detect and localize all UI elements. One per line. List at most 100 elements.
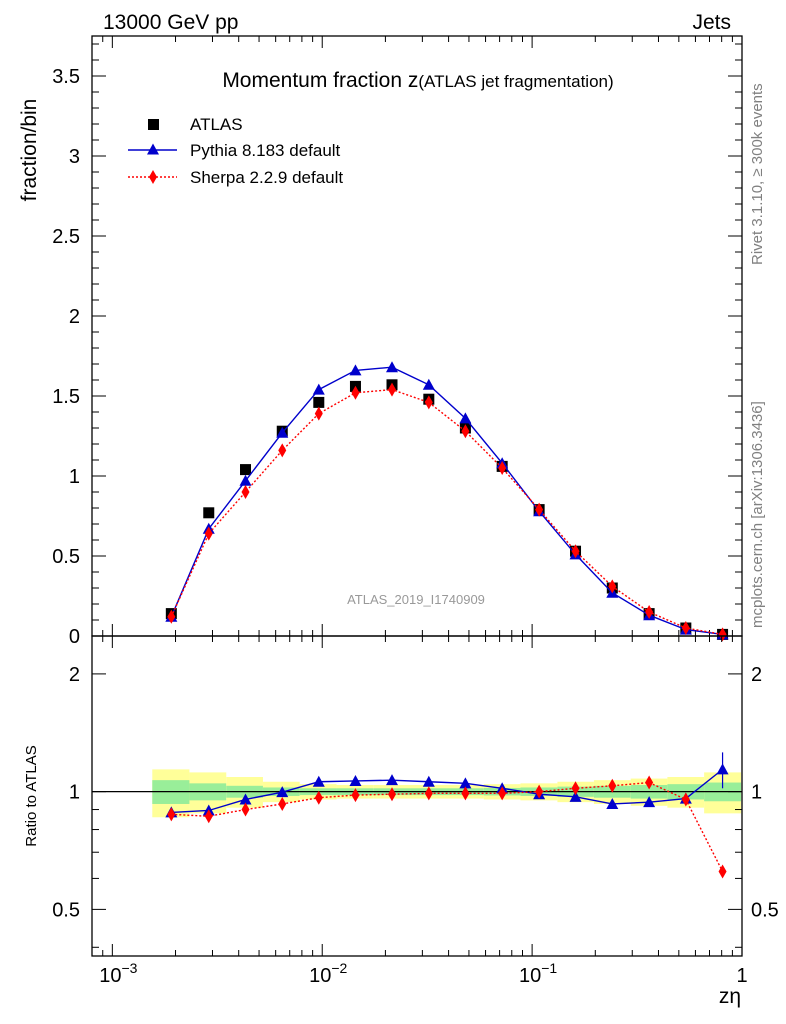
data-point-atlas	[240, 464, 252, 476]
ratio-point-sherpa	[498, 786, 507, 801]
ratio-point-sherpa	[314, 790, 323, 805]
category-label: Jets	[692, 11, 731, 34]
legend-entry-pythia: Pythia 8.183 default	[128, 141, 341, 160]
ratio-line-pythia	[171, 768, 724, 814]
ratio-point-pythia	[386, 774, 399, 786]
x-tick-exponent: −3	[121, 960, 137, 976]
mcplots-source-label: mcplots.cern.ch [arXiv:1306.3436]	[749, 401, 766, 628]
data-point-sherpa	[498, 461, 507, 475]
ratio-point-sherpa	[204, 809, 213, 824]
data-point-atlas	[203, 507, 215, 519]
ratio-point-sherpa	[645, 775, 654, 790]
ratio-y-axis-label: Ratio to ATLAS	[23, 745, 40, 846]
data-point-sherpa	[608, 579, 617, 594]
ratio-y-tick-label: 2	[69, 664, 80, 686]
chart-title-main: Momentum fraction z	[222, 69, 418, 92]
ratio-point-sherpa	[571, 781, 580, 796]
ratio-point-sherpa	[535, 784, 544, 799]
data-point-sherpa	[204, 526, 213, 541]
x-tick-exponent: −1	[541, 960, 557, 976]
data-point-pythia	[459, 412, 472, 424]
ratio-point-sherpa	[461, 786, 470, 801]
ratio-point-sherpa	[278, 796, 287, 811]
ratio-point-pythia	[422, 775, 435, 787]
main-y-tick-label: 0.5	[52, 546, 80, 568]
x-tick-exponent: −2	[331, 960, 347, 976]
legend-label-pythia: Pythia 8.183 default	[190, 141, 341, 160]
ratio-y-tick-label: 0.5	[52, 899, 80, 921]
main-y-tick-label: 1	[69, 466, 80, 488]
data-point-atlas	[313, 396, 325, 408]
data-point-sherpa	[645, 605, 654, 619]
x-axis-label: zη	[719, 985, 741, 1008]
ratio-panel: 0.5 0.51 12 2 Ratio to ATLAS 10−3 10−2 10−1 1 …	[23, 635, 779, 1008]
data-point-pythia	[276, 426, 289, 438]
ratio-point-sherpa	[718, 864, 727, 879]
ratio-point-sherpa	[351, 788, 360, 803]
ratio-y-tick-label-right: 2	[751, 664, 762, 686]
data-point-pythia	[422, 378, 435, 390]
ratio-point-sherpa	[424, 786, 433, 801]
data-point-sherpa	[167, 609, 176, 624]
ratio-point-sherpa	[241, 802, 250, 817]
legend-marker-pythia	[147, 143, 159, 155]
data-point-sherpa	[278, 443, 287, 458]
ratio-point-sherpa	[681, 792, 690, 807]
legend-entry-atlas: ATLAS	[148, 115, 243, 134]
ratio-point-pythia	[349, 774, 362, 786]
ratio-point-pythia	[716, 763, 729, 775]
data-point-sherpa	[571, 544, 580, 559]
legend-marker-atlas	[148, 119, 159, 130]
legend-marker-sherpa	[149, 170, 157, 184]
data-point-sherpa	[461, 424, 470, 439]
ratio-point-pythia	[276, 786, 289, 798]
legend-label-sherpa: Sherpa 2.2.9 default	[190, 168, 343, 187]
data-point-sherpa	[535, 502, 544, 517]
main-y-tick-label: 3	[69, 146, 80, 168]
legend-entry-sherpa: Sherpa 2.2.9 default	[128, 168, 343, 187]
x-tick-label: 1	[736, 965, 747, 987]
main-y-tick-label: 2	[69, 306, 80, 328]
data-point-sherpa	[388, 382, 397, 397]
x-tick-label: 10−2	[309, 960, 347, 987]
analysis-watermark: ATLAS_2019_I1740909	[347, 592, 485, 607]
legend: ATLAS Pythia 8.183 default Sherpa 2.2.9 …	[128, 115, 343, 187]
ratio-point-sherpa	[167, 807, 176, 822]
ratio-point-pythia	[606, 797, 619, 809]
main-y-axis-label: fraction/bin	[18, 99, 41, 202]
ratio-point-sherpa	[608, 778, 617, 793]
x-tick-label: 10−3	[99, 960, 137, 987]
data-point-sherpa	[681, 621, 690, 635]
main-y-tick-label: 3.5	[52, 66, 80, 88]
main-y-tick-label: 2.5	[52, 226, 80, 248]
ratio-point-pythia	[312, 775, 325, 787]
data-point-pythia	[386, 361, 399, 373]
data-point-pythia	[239, 474, 252, 486]
main-panel: 0 0.5 1 1.5 2 2.5 3 3.5 fraction/bin Momentum f…	[18, 35, 743, 648]
main-y-tick-label: 1.5	[52, 386, 80, 408]
chart-title-sub: (ATLAS jet fragmentation)	[418, 72, 613, 91]
x-tick-label: 10−1	[519, 960, 557, 987]
data-point-sherpa	[351, 385, 360, 400]
rivet-version-label: Rivet 3.1.10, ≥ 300k events	[749, 83, 766, 265]
data-point-pythia	[349, 364, 362, 376]
series-line-pythia	[170, 366, 723, 636]
ratio-frame	[91, 635, 743, 957]
data-point-pythia	[312, 383, 325, 395]
ratio-point-sherpa	[388, 787, 397, 802]
ratio-y-tick-label-right: 0.5	[751, 899, 779, 921]
ratio-point-pythia	[643, 796, 656, 808]
energy-label: 13000 GeV pp	[103, 11, 238, 34]
data-point-sherpa	[424, 395, 433, 410]
ratio-point-pythia	[569, 790, 582, 802]
legend-label-atlas: ATLAS	[190, 115, 243, 134]
ratio-y-tick-label-right: 1	[751, 782, 762, 804]
ratio-point-pythia	[459, 777, 472, 789]
ratio-line-sherpa	[171, 781, 724, 872]
ratio-point-pythia	[239, 793, 252, 805]
data-point-sherpa	[241, 485, 250, 499]
main-y-tick-label: 0	[69, 626, 80, 648]
chart-title: Momentum fraction z(ATLAS jet fragmentat…	[222, 69, 613, 92]
ratio-y-tick-label: 1	[69, 782, 80, 804]
